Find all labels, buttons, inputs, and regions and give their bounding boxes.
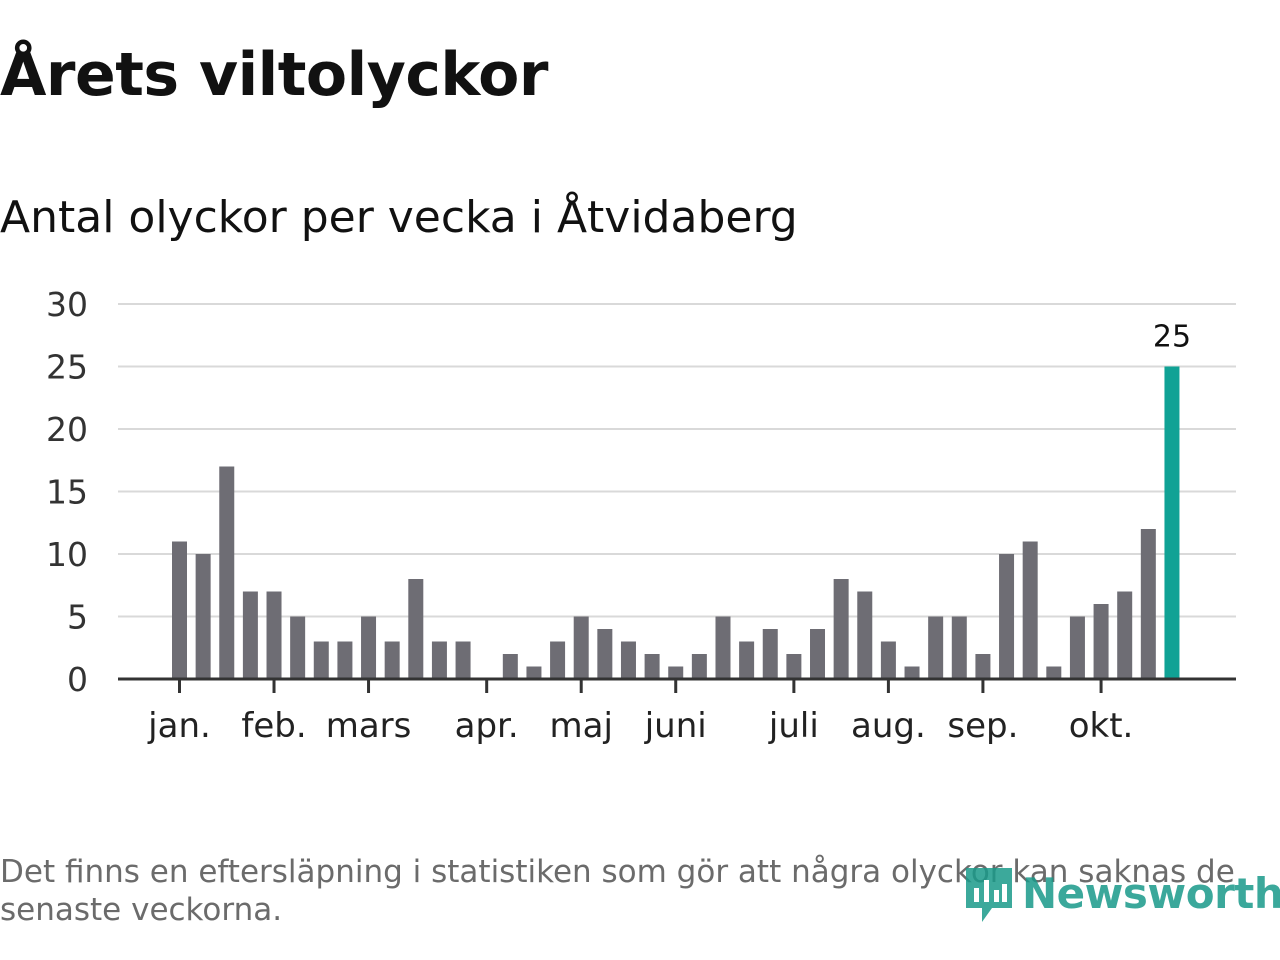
- y-tick-label: 30: [46, 285, 88, 324]
- bar: [550, 641, 566, 679]
- bar: [361, 616, 377, 679]
- bar: [195, 554, 211, 679]
- x-tick-label: juli: [768, 706, 819, 746]
- bar: [620, 641, 636, 679]
- bar: [1093, 604, 1109, 679]
- bar: [242, 591, 258, 679]
- bar: [810, 629, 826, 679]
- newsworthy-logo-icon: [966, 868, 1012, 922]
- bar: [266, 591, 282, 679]
- bar: [597, 629, 613, 679]
- footnote: Det finns en eftersläpning i statistiken…: [0, 854, 1235, 928]
- y-tick-label: 0: [67, 660, 88, 699]
- bar: [337, 641, 353, 679]
- bar: [975, 654, 991, 679]
- bar: [526, 666, 542, 679]
- data-label: 25: [1153, 320, 1191, 355]
- brand-name: Newsworthy: [1022, 868, 1280, 918]
- bar: [290, 616, 306, 679]
- bar: [691, 654, 707, 679]
- bar: [1022, 541, 1038, 679]
- data-labels: 25: [1153, 320, 1191, 355]
- x-axis: jan. feb. mars apr. maj juni juli aug. sep. okt.: [118, 677, 1236, 746]
- bar-chart: 0 5 10 15 20 25 30 jan. feb. mars apr. maj juni juli…: [46, 285, 1236, 746]
- bar: [219, 466, 235, 679]
- y-tick-label: 10: [46, 535, 88, 574]
- bar: [1046, 666, 1062, 679]
- chart-subtitle: Antal olyckor per vecka i Åtvidaberg: [0, 192, 798, 243]
- bar: [502, 654, 518, 679]
- x-tick-label: feb.: [241, 706, 306, 746]
- x-tick-label: juni: [644, 706, 707, 746]
- bar: [928, 616, 944, 679]
- x-tick-label: maj: [550, 706, 613, 746]
- bar: [762, 629, 778, 679]
- x-tick-label: mars: [326, 706, 412, 746]
- bar: [951, 616, 967, 679]
- bar: [1140, 529, 1156, 679]
- bar: [668, 666, 684, 679]
- y-tick-label: 20: [46, 410, 88, 449]
- y-tick-label: 5: [67, 598, 88, 637]
- x-tick-label: apr.: [455, 706, 519, 746]
- bars: [172, 366, 1180, 679]
- bar: [384, 641, 400, 679]
- bar: [715, 616, 731, 679]
- bar: [431, 641, 447, 679]
- x-tick-label: okt.: [1069, 706, 1134, 746]
- bar: [455, 641, 471, 679]
- y-tick-label: 25: [46, 348, 88, 387]
- gridlines: [118, 303, 1236, 618]
- bar-highlight: [1164, 366, 1180, 679]
- chart-title: Årets viltolyckor: [0, 40, 549, 110]
- bar: [408, 579, 424, 679]
- bar: [1117, 591, 1133, 679]
- bar: [172, 541, 187, 679]
- x-tick-label: jan.: [147, 706, 211, 746]
- bar: [857, 591, 873, 679]
- y-axis-tick-labels: 0 5 10 15 20 25 30: [46, 285, 88, 699]
- bar: [999, 554, 1015, 679]
- bar: [573, 616, 589, 679]
- bar: [1069, 616, 1085, 679]
- bar: [313, 641, 329, 679]
- x-tick-label: sep.: [947, 706, 1018, 746]
- bar: [786, 654, 802, 679]
- y-tick-label: 15: [46, 473, 88, 512]
- bar: [880, 641, 896, 679]
- brand-logo: Newsworthy: [962, 858, 1280, 928]
- x-tick-label: aug.: [851, 706, 926, 746]
- bar: [904, 666, 920, 679]
- bar: [644, 654, 660, 679]
- bar: [833, 579, 849, 679]
- bar: [739, 641, 755, 679]
